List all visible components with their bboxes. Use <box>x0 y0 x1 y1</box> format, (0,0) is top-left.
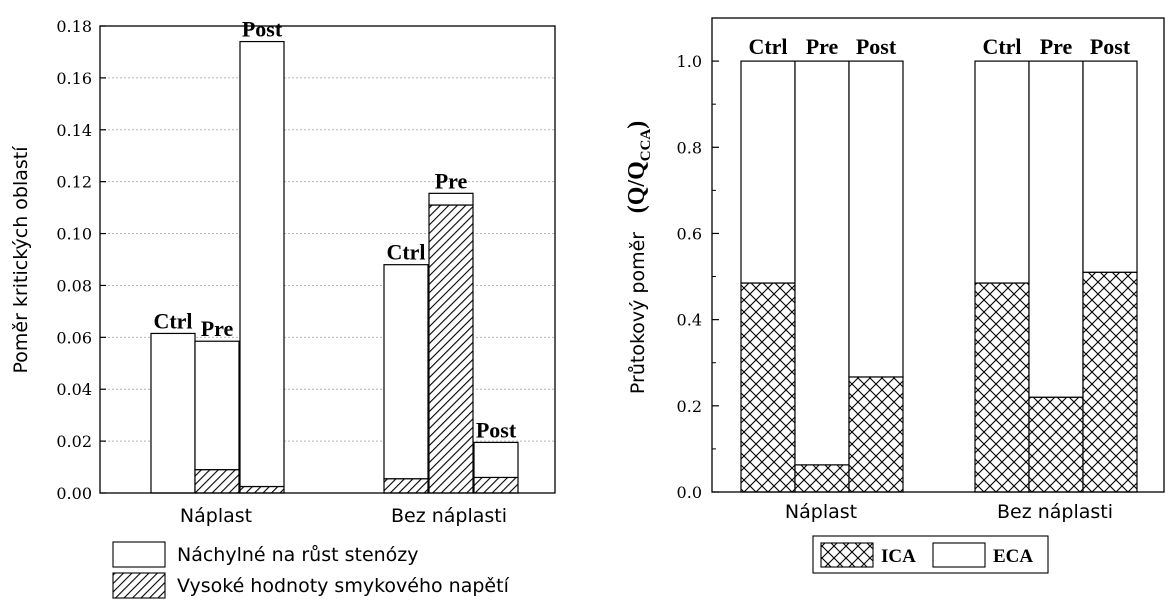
bar-label: Ctrl <box>153 308 192 333</box>
left-plot-frame <box>99 25 556 494</box>
bar-segment <box>848 376 904 493</box>
bar-label: Post <box>1090 34 1131 59</box>
bar-segment <box>194 340 240 471</box>
bar-segment <box>473 476 519 494</box>
bar-segment <box>1082 271 1138 493</box>
bar-segment <box>428 192 474 206</box>
ylabel-math-end: ) <box>624 121 650 129</box>
bar-label: Pre <box>435 168 468 193</box>
bar-segment <box>150 332 196 494</box>
legend-swatch-plain <box>932 542 986 568</box>
y-tick-label: 0.04 <box>56 380 92 399</box>
right-plot-frame <box>711 17 1165 493</box>
right-y-axis-label-text: Průtokový poměr <box>627 232 649 394</box>
y-tick-label: 0.12 <box>56 173 92 192</box>
bar-segment <box>239 485 285 494</box>
legend-swatch-plain <box>112 541 166 568</box>
right-ticks: 0.0 0.2 0.4 0.6 0.8 1.0 <box>677 17 719 502</box>
bar-label: Post <box>242 17 283 42</box>
y-tick-label: 0.14 <box>56 121 92 140</box>
y-tick-label: 0.16 <box>56 69 92 88</box>
y-tick-label: 0.06 <box>56 328 92 347</box>
y-tick-label: 0.4 <box>677 311 702 330</box>
svg-text:Průtokový poměr: Průtokový poměr <box>627 232 649 394</box>
y-tick-label: 0.8 <box>677 138 702 157</box>
bar-segment <box>428 204 474 494</box>
legend-label: Vysoké hodnoty smykového napětí <box>177 575 510 597</box>
left-category-label: Bez náplasti <box>391 505 507 527</box>
bar-segment <box>383 264 429 480</box>
bar-segment <box>1082 60 1138 273</box>
right-category-label: Bez náplasti <box>997 501 1113 523</box>
bar-label: Ctrl <box>748 34 787 59</box>
left-ticks: 0.00 0.02 0.04 0.06 0.08 0.10 0.12 0.14 0.16 0.18 <box>56 17 106 503</box>
bar-segment <box>239 40 285 488</box>
y-tick-label: 0.18 <box>56 17 92 36</box>
bar-label: Post <box>476 417 517 442</box>
y-tick-label: 0.0 <box>677 483 702 502</box>
bar-segment <box>194 469 240 494</box>
y-tick-label: 0.10 <box>56 225 92 244</box>
left-y-axis-label: Poměr kritických oblastí <box>10 146 32 374</box>
legend-swatch-crosshatch <box>820 542 874 568</box>
right-legend: ICA ECA <box>812 535 1049 574</box>
bar-segment <box>740 60 796 284</box>
legend-label: Náchylné na růst stenózy <box>177 544 419 566</box>
legend-label: ICA <box>881 546 916 567</box>
bar-segment <box>794 464 850 493</box>
left-bar-labels: Ctrl Pre Post Ctrl Pre Post <box>153 17 516 443</box>
bar-segment <box>473 441 519 479</box>
y-tick-label: 0.2 <box>677 397 702 416</box>
bar-label: Pre <box>806 34 839 59</box>
right-bars <box>740 60 1138 493</box>
bar-segment <box>383 478 429 494</box>
right-bar-labels: Ctrl Pre Post Ctrl Pre Post <box>748 34 1130 59</box>
left-bars <box>150 40 519 494</box>
bar-label: Ctrl <box>982 34 1021 59</box>
bar-segment <box>1028 396 1084 493</box>
bar-segment <box>740 282 796 493</box>
bar-segment <box>848 60 904 378</box>
right-y-axis-label: Průtokový poměr (Q/QCCA) <box>624 121 654 394</box>
bar-label: Pre <box>1040 34 1073 59</box>
bar-segment <box>974 60 1030 284</box>
y-tick-label: 0.08 <box>56 276 92 295</box>
ylabel-math-subscript: CCA <box>638 129 654 162</box>
left-category-label: Náplast <box>180 505 252 527</box>
bar-label: Post <box>856 34 897 59</box>
ylabel-math-start: (Q/Q <box>624 161 650 213</box>
y-tick-label: 0.6 <box>677 224 702 243</box>
bar-segment <box>794 60 850 466</box>
svg-text:(Q/QCCA): (Q/QCCA) <box>624 121 654 214</box>
y-tick-label: 1.0 <box>677 52 702 71</box>
y-tick-label: 0.00 <box>56 484 92 503</box>
bar-segment <box>974 282 1030 493</box>
bar-label: Pre <box>201 316 234 341</box>
left-legend: Náchylné na růst stenózy Vysoké hodnoty … <box>112 541 510 599</box>
right-chart: Ctrl Pre Post Ctrl Pre Post 0.0 0.2 0.4 0.6 0.8 1.… <box>624 17 1165 574</box>
legend-swatch-hatch <box>112 572 166 599</box>
right-category-label: Náplast <box>785 501 857 523</box>
y-tick-label: 0.02 <box>56 432 92 451</box>
bar-segment <box>1028 60 1084 398</box>
bar-label: Ctrl <box>386 240 425 265</box>
legend-label: ECA <box>993 546 1033 567</box>
